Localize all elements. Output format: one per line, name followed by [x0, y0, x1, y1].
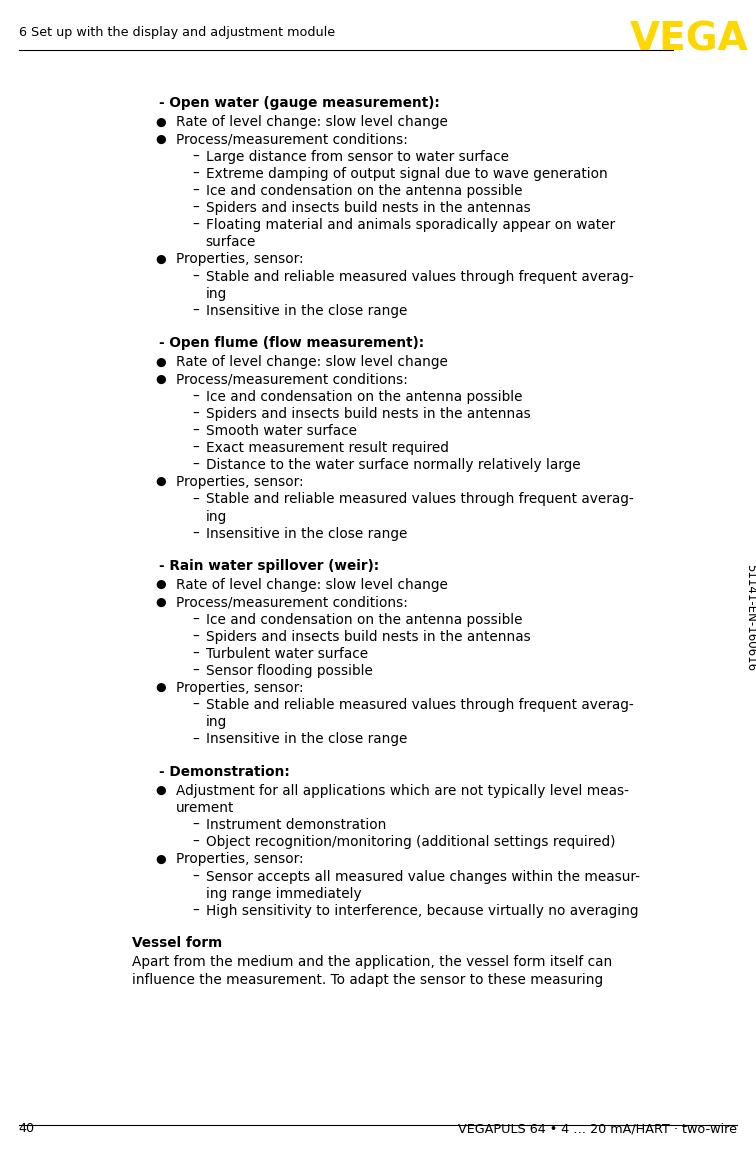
Text: –: – — [193, 390, 200, 404]
Text: –: – — [193, 219, 200, 233]
Text: Exact measurement result required: Exact measurement result required — [206, 441, 448, 455]
Text: –: – — [193, 612, 200, 627]
Text: –: – — [193, 698, 200, 713]
Text: Process/measurement conditions:: Process/measurement conditions: — [176, 596, 408, 610]
Text: –: – — [193, 201, 200, 215]
Text: ing range immediately: ing range immediately — [206, 886, 361, 901]
Text: Spiders and insects build nests in the antennas: Spiders and insects build nests in the a… — [206, 629, 531, 643]
Text: - Demonstration:: - Demonstration: — [159, 765, 290, 779]
Text: Turbulent water surface: Turbulent water surface — [206, 647, 367, 661]
Text: surface: surface — [206, 235, 256, 250]
Text: ●: ● — [155, 355, 166, 368]
Text: ●: ● — [155, 116, 166, 128]
Text: –: – — [193, 835, 200, 849]
Text: –: – — [193, 407, 200, 421]
Text: High sensitivity to interference, because virtually no averaging: High sensitivity to interference, becaus… — [206, 904, 638, 918]
Text: Rate of level change: slow level change: Rate of level change: slow level change — [176, 578, 448, 592]
Text: –: – — [193, 647, 200, 661]
Text: –: – — [193, 458, 200, 472]
Text: ●: ● — [155, 373, 166, 385]
Text: Insensitive in the close range: Insensitive in the close range — [206, 732, 407, 746]
Text: –: – — [193, 870, 200, 884]
Text: Spiders and insects build nests in the antennas: Spiders and insects build nests in the a… — [206, 407, 531, 421]
Text: ●: ● — [155, 853, 166, 865]
Text: ing: ing — [206, 509, 227, 524]
Text: Apart from the medium and the application, the vessel form itself can: Apart from the medium and the applicatio… — [132, 956, 612, 970]
Text: Insensitive in the close range: Insensitive in the close range — [206, 526, 407, 540]
Text: ●: ● — [155, 681, 166, 694]
Text: Process/measurement conditions:: Process/measurement conditions: — [176, 373, 408, 386]
Text: –: – — [193, 818, 200, 832]
Text: Ice and condensation on the antenna possible: Ice and condensation on the antenna poss… — [206, 390, 522, 404]
Text: ●: ● — [155, 596, 166, 609]
Text: influence the measurement. To adapt the sensor to these measuring: influence the measurement. To adapt the … — [132, 973, 603, 987]
Text: 40: 40 — [19, 1122, 35, 1135]
Text: Stable and reliable measured values through frequent averag-: Stable and reliable measured values thro… — [206, 270, 634, 283]
Text: –: – — [193, 732, 200, 746]
Text: –: – — [193, 526, 200, 540]
Text: ●: ● — [155, 578, 166, 591]
Text: Distance to the water surface normally relatively large: Distance to the water surface normally r… — [206, 458, 581, 472]
Text: –: – — [193, 149, 200, 164]
Text: Instrument demonstration: Instrument demonstration — [206, 818, 386, 832]
Text: –: – — [193, 904, 200, 918]
Text: VEGA: VEGA — [630, 21, 748, 59]
Text: ●: ● — [155, 252, 166, 265]
Text: ●: ● — [155, 784, 166, 797]
Text: Ice and condensation on the antenna possible: Ice and condensation on the antenna poss… — [206, 612, 522, 627]
Text: 51141-EN-160616: 51141-EN-160616 — [744, 563, 756, 671]
Text: –: – — [193, 184, 200, 198]
Text: Sensor flooding possible: Sensor flooding possible — [206, 664, 373, 678]
Text: Properties, sensor:: Properties, sensor: — [176, 681, 304, 695]
Text: ing: ing — [206, 715, 227, 729]
Text: Large distance from sensor to water surface: Large distance from sensor to water surf… — [206, 149, 509, 164]
Text: –: – — [193, 423, 200, 439]
Text: Object recognition/monitoring (additional settings required): Object recognition/monitoring (additiona… — [206, 835, 615, 849]
Text: Properties, sensor:: Properties, sensor: — [176, 252, 304, 266]
Text: Process/measurement conditions:: Process/measurement conditions: — [176, 133, 408, 147]
Text: –: – — [193, 493, 200, 507]
Text: Insensitive in the close range: Insensitive in the close range — [206, 304, 407, 318]
Text: Adjustment for all applications which are not typically level meas-: Adjustment for all applications which ar… — [176, 784, 629, 798]
Text: Rate of level change: slow level change: Rate of level change: slow level change — [176, 116, 448, 130]
Text: Sensor accepts all measured value changes within the measur-: Sensor accepts all measured value change… — [206, 870, 640, 884]
Text: - Rain water spillover (weir):: - Rain water spillover (weir): — [159, 559, 379, 573]
Text: - Open water (gauge measurement):: - Open water (gauge measurement): — [159, 96, 439, 110]
Text: 6 Set up with the display and adjustment module: 6 Set up with the display and adjustment… — [19, 27, 335, 39]
Text: Extreme damping of output signal due to wave generation: Extreme damping of output signal due to … — [206, 167, 607, 180]
Text: urement: urement — [176, 801, 234, 816]
Text: Properties, sensor:: Properties, sensor: — [176, 476, 304, 489]
Text: ●: ● — [155, 476, 166, 488]
Text: - Open flume (flow measurement):: - Open flume (flow measurement): — [159, 336, 424, 351]
Text: Floating material and animals sporadically appear on water: Floating material and animals sporadical… — [206, 219, 615, 233]
Text: ing: ing — [206, 287, 227, 301]
Text: Vessel form: Vessel form — [132, 936, 222, 950]
Text: –: – — [193, 304, 200, 318]
Text: Stable and reliable measured values through frequent averag-: Stable and reliable measured values thro… — [206, 493, 634, 507]
Text: Ice and condensation on the antenna possible: Ice and condensation on the antenna poss… — [206, 184, 522, 198]
Text: –: – — [193, 441, 200, 455]
Text: –: – — [193, 167, 200, 180]
Text: Rate of level change: slow level change: Rate of level change: slow level change — [176, 355, 448, 369]
Text: VEGAPULS 64 • 4 … 20 mA/HART · two-wire: VEGAPULS 64 • 4 … 20 mA/HART · two-wire — [458, 1122, 737, 1135]
Text: Stable and reliable measured values through frequent averag-: Stable and reliable measured values thro… — [206, 698, 634, 713]
Text: Spiders and insects build nests in the antennas: Spiders and insects build nests in the a… — [206, 201, 531, 215]
Text: Properties, sensor:: Properties, sensor: — [176, 853, 304, 867]
Text: Smooth water surface: Smooth water surface — [206, 423, 357, 439]
Text: ●: ● — [155, 133, 166, 146]
Text: –: – — [193, 664, 200, 678]
Text: –: – — [193, 270, 200, 283]
Text: –: – — [193, 629, 200, 643]
